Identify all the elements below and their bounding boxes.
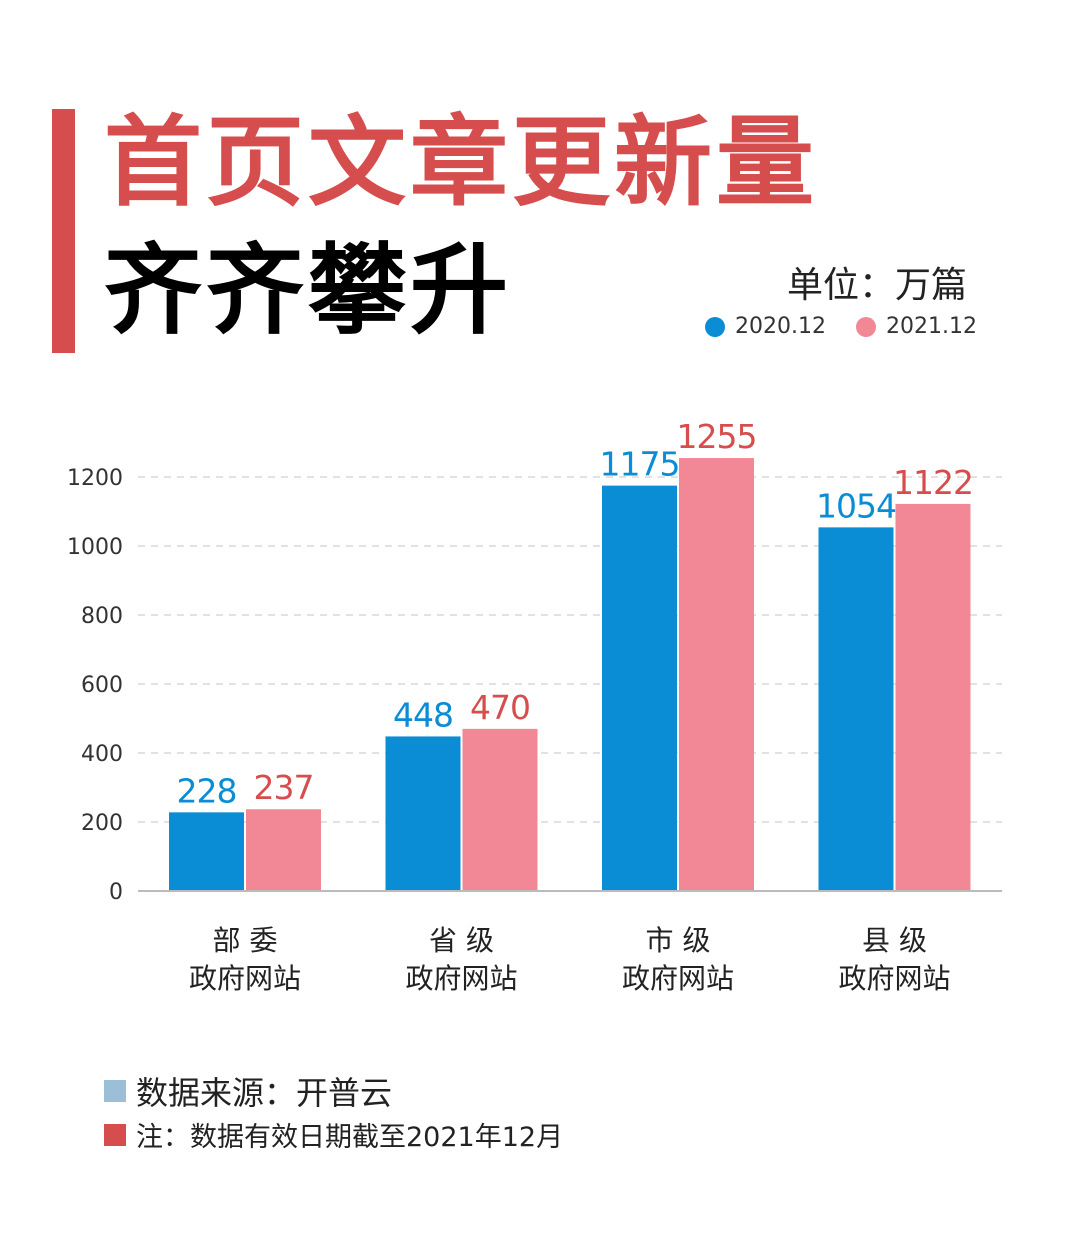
data-label: 470 — [470, 688, 530, 727]
y-tick-label: 800 — [81, 604, 123, 629]
x-tick-label: 部 委 — [213, 924, 278, 957]
data-label: 1122 — [893, 463, 973, 502]
legend-item-2021: 2021.12 — [856, 314, 977, 339]
x-tick-label: 政府网站 — [405, 962, 517, 995]
x-tick-label: 县 级 — [862, 924, 927, 957]
y-tick-label: 200 — [81, 811, 123, 836]
data-label: 1255 — [677, 417, 757, 456]
y-tick-label: 600 — [81, 673, 123, 698]
source-note: 数据来源：开普云 — [104, 1068, 392, 1114]
note-text: 注：数据有效日期截至2021年12月 — [136, 1122, 564, 1153]
x-tick-label: 政府网站 — [838, 962, 950, 995]
legend-dot-icon — [705, 316, 725, 337]
data-label: 237 — [254, 768, 314, 807]
x-tick-label: 政府网站 — [622, 962, 734, 995]
bar-2021.12 — [462, 728, 538, 891]
square-marker-icon — [104, 1080, 126, 1102]
bar-2020.12 — [169, 812, 244, 891]
x-tick-label: 政府网站 — [189, 962, 301, 995]
data-label: 1054 — [816, 486, 896, 525]
bar-2021.12 — [246, 809, 321, 891]
bar-2021.12 — [679, 458, 754, 891]
y-tick-label: 1200 — [67, 466, 123, 491]
legend-label: 2020.12 — [735, 314, 826, 339]
source-text: 数据来源：开普云 — [136, 1074, 393, 1112]
bar-2020.12 — [602, 485, 677, 891]
data-label: 1175 — [600, 445, 680, 484]
legend-item-2020: 2020.12 — [705, 314, 826, 339]
bar-2020.12 — [818, 527, 894, 891]
title-line-2: 齐齐攀升 — [104, 234, 513, 348]
bar-2021.12 — [895, 503, 971, 891]
square-marker-icon — [104, 1123, 126, 1146]
unit-label: 单位：万篇 — [787, 265, 968, 306]
y-tick-label: 400 — [81, 742, 123, 767]
legend-label: 2021.12 — [886, 314, 977, 339]
title-line-1: 首页文章更新量 — [104, 106, 819, 220]
data-label: 228 — [177, 771, 237, 810]
y-tick-label: 0 — [109, 880, 123, 905]
date-note: 注：数据有效日期截至2021年12月 — [104, 1115, 563, 1154]
x-tick-label: 市 级 — [646, 924, 711, 957]
legend-dot-icon — [856, 316, 876, 337]
bar-2020.12 — [385, 736, 461, 891]
x-tick-label: 省 级 — [429, 924, 494, 957]
data-label: 448 — [393, 695, 453, 734]
title-accent-bar — [52, 109, 75, 353]
y-tick-label: 1000 — [67, 535, 123, 560]
